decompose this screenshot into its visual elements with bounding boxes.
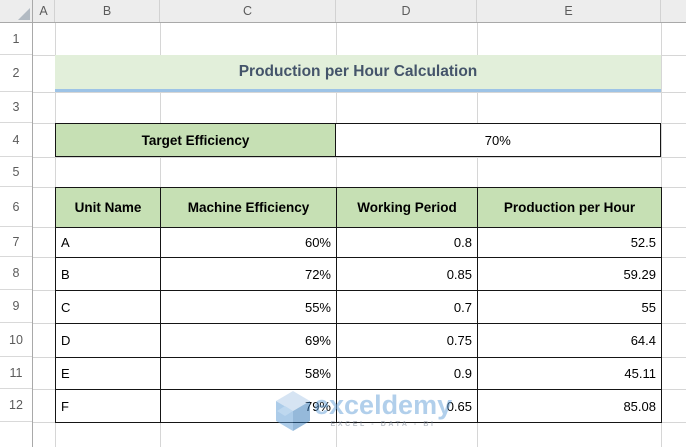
table-cell[interactable]: F: [55, 389, 161, 423]
table-cell[interactable]: 55: [477, 290, 662, 324]
row-header-12[interactable]: 12: [0, 389, 32, 422]
table-row: F 79% 0.65 85.08: [55, 389, 662, 423]
table-header-cell[interactable]: Working Period: [336, 187, 478, 228]
table-row: C 55% 0.7 55: [55, 290, 662, 324]
table-cell[interactable]: 69%: [160, 323, 337, 358]
row-header-11[interactable]: 11: [0, 357, 32, 389]
table-row: B 72% 0.85 59.29: [55, 257, 662, 291]
table-cell[interactable]: 0.65: [336, 389, 478, 423]
table-cell[interactable]: 0.7: [336, 290, 478, 324]
table-cell[interactable]: 60%: [160, 227, 337, 258]
gridline-vertical: [661, 23, 662, 447]
row-header-8[interactable]: 8: [0, 257, 32, 290]
target-efficiency-row: Target Efficiency 70%: [55, 123, 661, 157]
gridline-horizontal: [33, 422, 686, 423]
table-cell[interactable]: 0.85: [336, 257, 478, 291]
table-row: A 60% 0.8 52.5: [55, 227, 662, 258]
table-cell[interactable]: B: [55, 257, 161, 291]
row-header-10[interactable]: 10: [0, 323, 32, 357]
table-cell[interactable]: 59.29: [477, 257, 662, 291]
table-row: E 58% 0.9 45.11: [55, 357, 662, 390]
table-cell[interactable]: A: [55, 227, 161, 258]
table-cell[interactable]: 52.5: [477, 227, 662, 258]
row-header-9[interactable]: 9: [0, 290, 32, 323]
column-header-a[interactable]: A: [33, 0, 55, 22]
row-header-2[interactable]: 2: [0, 55, 32, 92]
select-all-triangle-icon: [18, 8, 30, 20]
table-cell[interactable]: 85.08: [477, 389, 662, 423]
row-header-column: 1 2 3 4 5 6 7 8 9 10 11 12: [0, 23, 33, 447]
table-cell[interactable]: 64.4: [477, 323, 662, 358]
row-header-5[interactable]: 5: [0, 157, 32, 187]
table-cell[interactable]: 55%: [160, 290, 337, 324]
row-header-7[interactable]: 7: [0, 227, 32, 257]
table-cell[interactable]: 79%: [160, 389, 337, 423]
table-header-row: Unit Name Machine Efficiency Working Perio…: [55, 187, 662, 228]
row-header-1[interactable]: 1: [0, 23, 32, 55]
gridline-horizontal: [33, 157, 686, 158]
table-cell[interactable]: 45.11: [477, 357, 662, 390]
column-header-b[interactable]: B: [55, 0, 160, 22]
production-table: Unit Name Machine Efficiency Working Perio…: [55, 187, 662, 423]
table-cell[interactable]: 0.75: [336, 323, 478, 358]
table-cell[interactable]: C: [55, 290, 161, 324]
row-header-6[interactable]: 6: [0, 187, 32, 227]
select-all-corner[interactable]: [0, 0, 33, 22]
table-cell[interactable]: 58%: [160, 357, 337, 390]
table-cell[interactable]: E: [55, 357, 161, 390]
gridline-horizontal: [33, 92, 686, 93]
target-efficiency-value-cell[interactable]: 70%: [334, 123, 661, 157]
row-header-4[interactable]: 4: [0, 123, 32, 157]
column-header-e[interactable]: E: [477, 0, 661, 22]
title-cell[interactable]: Production per Hour Calculation: [55, 55, 661, 92]
table-header-cell[interactable]: Machine Efficiency: [160, 187, 337, 228]
table-cell[interactable]: 0.9: [336, 357, 478, 390]
table-row: D 69% 0.75 64.4: [55, 323, 662, 358]
target-efficiency-label-cell[interactable]: Target Efficiency: [55, 123, 336, 157]
row-header-3[interactable]: 3: [0, 92, 32, 123]
table-cell[interactable]: 0.8: [336, 227, 478, 258]
column-header-d[interactable]: D: [336, 0, 477, 22]
table-header-cell[interactable]: Production per Hour: [477, 187, 662, 228]
table-cell[interactable]: 72%: [160, 257, 337, 291]
table-header-cell[interactable]: Unit Name: [55, 187, 161, 228]
column-header-c[interactable]: C: [160, 0, 336, 22]
table-cell[interactable]: D: [55, 323, 161, 358]
